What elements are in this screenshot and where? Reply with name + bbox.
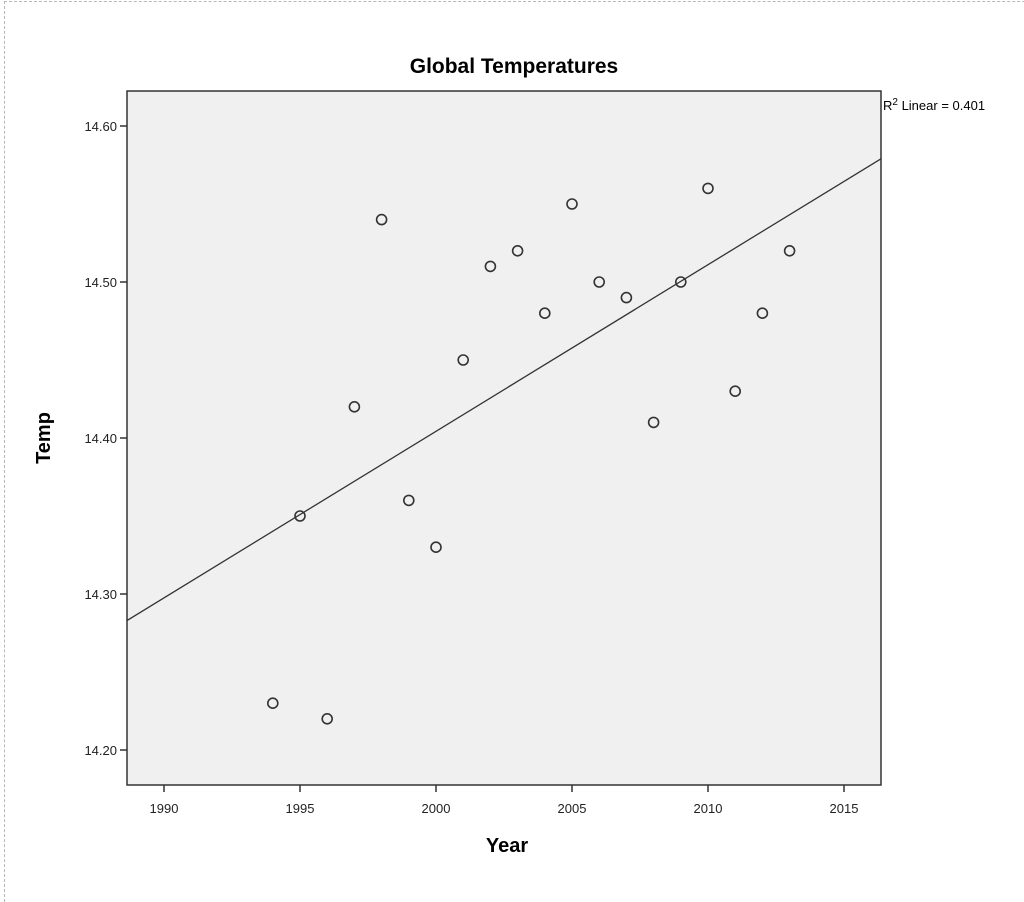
data-point: [294, 510, 306, 522]
x-tick-label: 1990: [150, 801, 179, 816]
y-tick-label: 14.60: [84, 119, 117, 134]
data-point: [756, 307, 769, 320]
y-tick-label: 14.40: [84, 431, 117, 446]
data-point: [593, 276, 606, 288]
data-point: [674, 276, 687, 288]
data-point: [484, 260, 497, 273]
plot-area: [126, 90, 882, 786]
y-tick-label: 14.20: [84, 743, 117, 758]
x-axis-label: Year: [486, 835, 528, 857]
data-point: [566, 198, 578, 210]
data-point: [375, 213, 388, 226]
x-tick-label: 2010: [694, 801, 723, 816]
x-axis: 1990 1995 2000 2005 2010 2015: [150, 785, 859, 816]
y-tick-label: 14.30: [84, 587, 117, 602]
data-point: [783, 245, 796, 257]
y-axis-label: Temp: [33, 412, 55, 464]
x-tick-label: 2015: [830, 801, 859, 816]
data-points: [266, 182, 796, 725]
data-point: [348, 400, 361, 413]
data-point: [430, 541, 442, 554]
data-point: [647, 416, 660, 429]
data-point: [729, 385, 742, 398]
data-point: [457, 354, 470, 366]
data-point: [538, 307, 551, 320]
data-point: [620, 291, 633, 304]
data-point: [511, 245, 524, 257]
scatter-chart: Global Temperatures 14.20 14.30 14.40 14.50…: [33, 55, 985, 857]
x-tick-label: 2005: [558, 801, 587, 816]
r-squared-annotation: R2 Linear = 0.401: [883, 97, 985, 113]
y-axis: 14.20 14.30 14.40 14.50 14.60: [84, 119, 127, 758]
y-tick-label: 14.50: [84, 275, 117, 290]
x-tick-label: 1995: [286, 801, 315, 816]
data-point: [402, 494, 415, 507]
fit-line: [126, 158, 882, 622]
data-point: [702, 182, 714, 195]
regression-line: [126, 158, 882, 622]
output-frame: [4, 1, 1024, 902]
chart-title: Global Temperatures: [410, 55, 619, 78]
x-tick-label: 2000: [422, 801, 451, 816]
data-point: [321, 712, 334, 725]
data-point: [266, 697, 279, 710]
